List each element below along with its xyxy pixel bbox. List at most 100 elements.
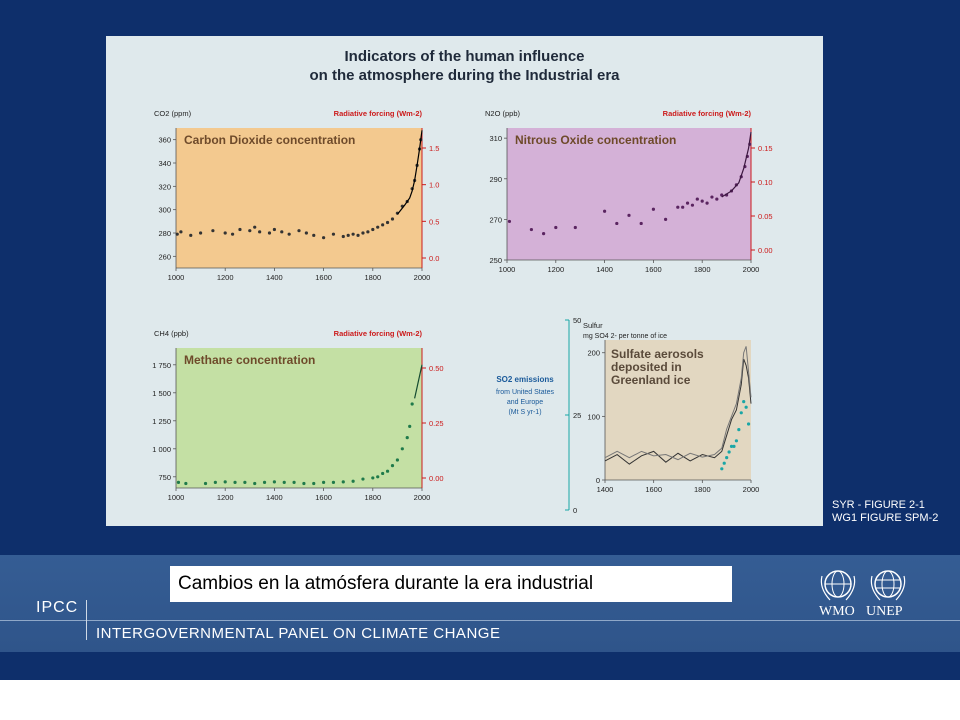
data-point xyxy=(233,480,237,484)
data-point xyxy=(351,232,355,236)
data-point xyxy=(267,231,272,235)
y-tick-label: 310 xyxy=(489,134,502,143)
data-point xyxy=(627,213,631,217)
x-tick-label: 1200 xyxy=(217,493,234,502)
x-tick-label: 1000 xyxy=(499,265,516,274)
data-point xyxy=(371,227,375,232)
data-point xyxy=(690,203,695,207)
y-tick-label: 250 xyxy=(489,256,502,265)
panel-title-line-1: deposited in xyxy=(611,360,682,374)
fit-line xyxy=(414,364,423,399)
fit-line xyxy=(396,130,423,215)
data-point xyxy=(203,481,208,486)
so2-subtitle: from United States xyxy=(496,389,554,396)
so2-point xyxy=(720,467,724,471)
y-tick-label: 100 xyxy=(587,412,600,421)
y-axis-label: N2O (ppb) xyxy=(485,109,521,118)
forcing-tick-label: 0.0 xyxy=(429,254,439,263)
x-tick-label: 1800 xyxy=(364,273,381,282)
x-tick-label: 1000 xyxy=(168,493,185,502)
so2-point xyxy=(737,428,741,432)
y-tick-label: 260 xyxy=(158,252,171,261)
footer-separator xyxy=(86,600,87,640)
data-point xyxy=(346,233,350,237)
data-point xyxy=(282,480,286,484)
data-point xyxy=(238,227,242,232)
data-point xyxy=(542,232,546,236)
x-tick-label: 1800 xyxy=(364,493,381,502)
fit-line xyxy=(721,131,752,198)
data-point xyxy=(302,481,306,486)
forcing-tick-label: 0.05 xyxy=(758,212,773,221)
figure-title-line1: Indicators of the human influence xyxy=(344,48,585,65)
data-point xyxy=(710,195,714,199)
panel-title-0: Carbon Dioxide concentration xyxy=(184,133,355,147)
y-tick-label: 0 xyxy=(596,476,600,485)
data-point xyxy=(248,229,252,233)
panel-title-line-2: Greenland ice xyxy=(611,373,691,387)
data-point xyxy=(381,471,385,476)
data-point xyxy=(184,481,188,486)
data-point xyxy=(361,231,365,235)
so2-point xyxy=(744,405,748,409)
x-tick-label: 2000 xyxy=(414,493,431,502)
forcing-tick-label: 1.5 xyxy=(429,144,439,153)
figure-title-line2: on the atmosphere during the Industrial … xyxy=(309,67,620,84)
x-tick-label: 2000 xyxy=(414,273,431,282)
data-point xyxy=(179,230,183,234)
data-point xyxy=(664,217,668,221)
y-tick-label: 1 500 xyxy=(152,389,171,398)
data-point xyxy=(272,480,276,484)
x-tick-label: 1400 xyxy=(266,493,283,502)
y-tick-label: 270 xyxy=(489,215,502,224)
forcing-tick-label: 0.15 xyxy=(758,144,773,153)
data-point xyxy=(230,232,235,236)
data-point xyxy=(243,480,247,484)
forcing-tick-label: 1.0 xyxy=(429,181,439,190)
data-point xyxy=(272,227,276,232)
data-point xyxy=(351,479,355,483)
so2-point xyxy=(725,456,729,460)
data-point xyxy=(615,221,619,226)
wmo-logo: WMO xyxy=(816,566,860,619)
so2-subtitle: and Europe xyxy=(507,399,543,406)
plot-background xyxy=(507,128,751,260)
data-point xyxy=(312,481,316,486)
data-point xyxy=(297,229,301,233)
data-point xyxy=(211,229,215,233)
x-tick-label: 1400 xyxy=(596,265,613,274)
y-tick-label: 750 xyxy=(158,473,171,482)
data-point xyxy=(175,232,179,236)
figure-reference-2: WG1 FIGURE SPM-2 xyxy=(832,512,939,524)
so2-point xyxy=(746,422,751,426)
y-tick-label: 280 xyxy=(158,229,171,238)
data-point xyxy=(176,480,181,484)
data-point xyxy=(390,464,395,468)
x-tick-label: 1600 xyxy=(315,273,332,282)
panel-title-line-0: Sulfate aerosols xyxy=(611,347,704,361)
so2-point xyxy=(742,400,746,404)
so2-units: (Mt S yr-1) xyxy=(508,409,541,416)
so2-tick-label: 50 xyxy=(573,316,581,325)
x-tick-label: 1600 xyxy=(645,485,662,494)
forcing-tick-label: 0.00 xyxy=(758,246,773,255)
forcing-axis-label: Radiative forcing (Wm-2) xyxy=(663,109,752,118)
data-point xyxy=(651,207,656,211)
so2-point xyxy=(727,450,731,454)
data-point xyxy=(287,232,291,236)
data-point xyxy=(371,476,375,480)
y-tick-label: 290 xyxy=(489,175,502,184)
data-point xyxy=(705,201,709,205)
data-point xyxy=(715,197,719,201)
data-point xyxy=(258,230,262,234)
data-point xyxy=(262,480,267,484)
data-point xyxy=(390,217,395,221)
forcing-axis-label: Radiative forcing (Wm-2) xyxy=(334,109,423,118)
x-tick-label: 1200 xyxy=(217,273,234,282)
x-tick-label: 1400 xyxy=(597,485,614,494)
data-point xyxy=(400,447,404,451)
ipcc-full-name: INTERGOVERNMENTAL PANEL ON CLIMATE CHANG… xyxy=(96,625,501,642)
sulfate-series-line xyxy=(604,358,752,465)
so2-point xyxy=(739,411,743,415)
y-tick-label: 1 000 xyxy=(152,445,171,454)
